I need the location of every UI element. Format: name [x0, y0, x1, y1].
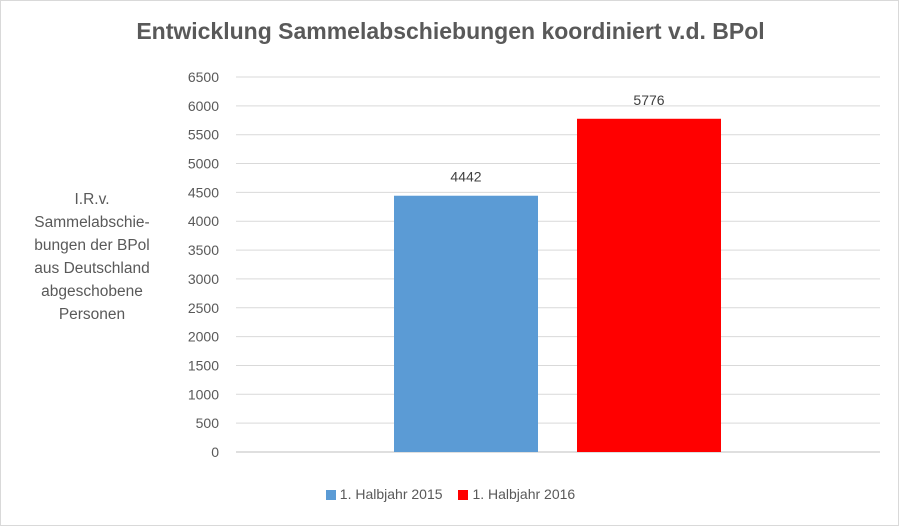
data-label: 4442 — [450, 169, 481, 185]
y-tick-label: 4000 — [188, 213, 219, 229]
y-tick-label: 1500 — [188, 357, 219, 373]
y-tick-label: 500 — [196, 415, 220, 431]
y-tick-label: 5500 — [188, 127, 219, 143]
y-tick-label: 6000 — [188, 98, 219, 114]
y-tick-label: 0 — [211, 444, 219, 460]
y-tick-label: 2000 — [188, 329, 219, 345]
legend-item-2015: 1. Halbjahr 2015 — [325, 486, 443, 502]
y-axis-label: I.R.v. Sammelabschie- bungen der BPol au… — [34, 191, 150, 323]
y-tick-label: 5000 — [188, 156, 219, 172]
y-tick-label: 6500 — [188, 69, 219, 85]
bar — [577, 118, 721, 453]
legend-swatch-2015 — [325, 490, 336, 500]
legend-swatch-2016 — [458, 490, 469, 500]
data-label: 5776 — [633, 92, 664, 108]
legend-item-2016: 1. Halbjahr 2016 — [458, 486, 575, 502]
y-tick-label: 1000 — [188, 386, 219, 402]
chart-title: Entwicklung Sammelabschiebungen koordini… — [136, 18, 765, 44]
bar — [394, 195, 538, 452]
y-tick-label: 2500 — [188, 300, 219, 316]
y-tick-label: 3500 — [188, 242, 219, 258]
y-tick-label: 3000 — [188, 271, 219, 287]
legend-label-2015: 1. Halbjahr 2015 — [339, 486, 443, 502]
legend-label-2016: 1. Halbjahr 2016 — [472, 486, 576, 502]
y-tick-label: 4500 — [188, 184, 219, 200]
chart-legend: 1. Halbjahr 2015 1. Halbjahr 2016 — [0, 486, 901, 502]
